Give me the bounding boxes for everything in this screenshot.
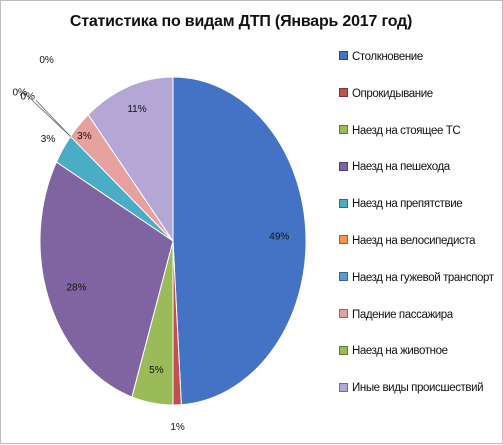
legend-swatch-10 xyxy=(339,382,348,392)
legend-item-2: Опрокидывание xyxy=(339,86,433,102)
legend-item-7: Наезд на гужевой транспорт xyxy=(339,270,494,286)
chart-title: Статистика по видам ДТП (Январь 2017 год… xyxy=(69,13,413,30)
data-label-8: 3% xyxy=(77,131,92,142)
legend-item-10: Иные виды происшествий xyxy=(339,380,484,396)
legend-label-7: Наезд на гужевой транспорт xyxy=(352,271,494,284)
legend-swatch-4 xyxy=(339,161,348,171)
legend-swatch-8 xyxy=(339,309,348,319)
legend-item-4: Наезд на пешехода xyxy=(339,159,450,175)
leader-line-6 xyxy=(27,95,71,137)
data-label-10: 11% xyxy=(127,104,146,115)
legend-label-1: Столкновение xyxy=(352,51,423,63)
legend-swatch-7 xyxy=(339,272,348,282)
legend-swatch-5 xyxy=(339,198,348,208)
pie-slice-4 xyxy=(39,161,174,398)
legend-item-1: Столкновение xyxy=(339,49,423,65)
legend-label-5: Наезд на препятствие xyxy=(352,198,463,211)
data-label-4: 28% xyxy=(66,283,86,294)
legend-label-4: Наезд на пешехода xyxy=(352,161,450,174)
legend-label-8: Падение пассажира xyxy=(352,308,453,321)
legend-label-3: Наезд на стоящее ТС xyxy=(352,124,461,137)
legend-item-5: Наезд на препятствие xyxy=(339,196,463,212)
data-label-2: 1% xyxy=(170,422,185,433)
legend-item-6: Наезд на велосипедиста xyxy=(339,233,476,249)
data-label-7: 0% xyxy=(20,92,35,103)
legend-swatch-3 xyxy=(339,125,348,135)
legend-label-10: Иные виды происшествий xyxy=(352,382,484,395)
pie-slice-1 xyxy=(172,76,307,406)
data-label-6: 0% xyxy=(12,88,27,99)
legend-swatch-2 xyxy=(339,88,348,98)
legend-item-8: Падение пассажира xyxy=(339,307,453,323)
legend-item-3: Наезд на стоящее ТС xyxy=(339,123,461,139)
legend-swatch-1 xyxy=(339,51,348,61)
data-label-5: 3% xyxy=(41,134,56,145)
data-label-1: 49% xyxy=(269,232,289,243)
pie-slice-10 xyxy=(87,76,174,243)
legend-label-2: Опрокидывание xyxy=(352,87,433,100)
legend-label-6: Наезд на велосипедиста xyxy=(352,235,476,247)
legend-label-9: Наезд на животное xyxy=(352,345,448,358)
legend-swatch-6 xyxy=(339,235,348,245)
legend-item-9: Наезд на животное xyxy=(339,343,448,359)
leader-line-7 xyxy=(35,99,71,137)
data-label-3: 5% xyxy=(149,365,164,376)
data-label-9: 0% xyxy=(39,55,54,66)
legend-swatch-9 xyxy=(339,345,348,355)
